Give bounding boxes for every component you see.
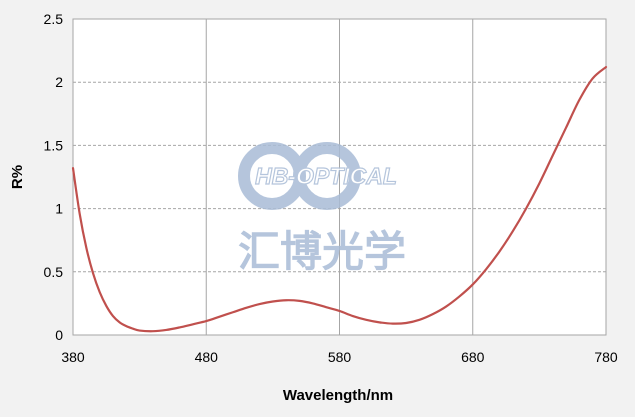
watermark-cjk-text: 汇博光学 bbox=[238, 228, 406, 275]
y-tick-label: 0.5 bbox=[44, 264, 64, 280]
x-tick-label: 580 bbox=[328, 349, 352, 365]
x-tick-label: 380 bbox=[61, 349, 85, 365]
y-tick-label: 2.5 bbox=[44, 11, 64, 27]
watermark: HB-OPTICAL 汇博光学 bbox=[238, 142, 406, 275]
x-axis-ticks: 380 480 580 680 780 bbox=[61, 349, 618, 365]
y-tick-label: 1 bbox=[55, 201, 63, 217]
y-tick-label: 2 bbox=[55, 74, 63, 90]
y-axis-label: R% bbox=[9, 165, 26, 189]
watermark-logo-rings bbox=[238, 142, 361, 210]
reflectance-curve bbox=[71, 65, 608, 333]
y-tick-label: 1.5 bbox=[44, 137, 64, 153]
x-tick-label: 780 bbox=[594, 349, 618, 365]
y-tick-label: 0 bbox=[55, 327, 63, 343]
y-axis-ticks: 0 0.5 1 1.5 2 2.5 bbox=[44, 11, 64, 343]
data-series bbox=[71, 65, 608, 333]
x-tick-label: 480 bbox=[195, 349, 219, 365]
x-axis-label: Wavelength/nm bbox=[283, 387, 393, 404]
x-tick-label: 680 bbox=[461, 349, 485, 365]
plot-border bbox=[72, 18, 607, 336]
watermark-latin-text: HB-OPTICAL bbox=[255, 163, 397, 189]
